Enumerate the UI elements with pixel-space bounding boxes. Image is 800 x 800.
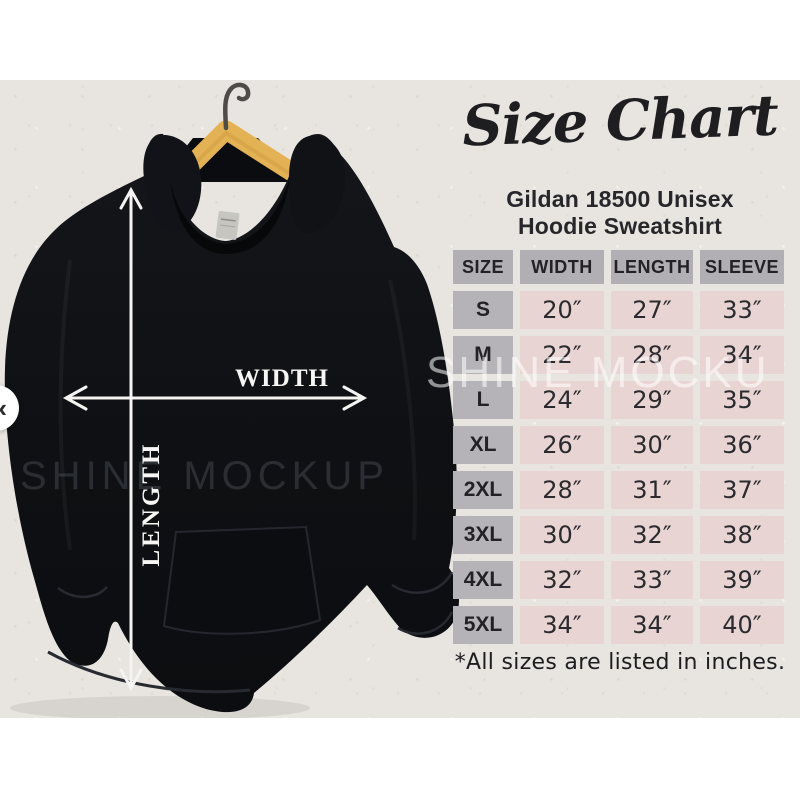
value-cell: 22″ (520, 336, 604, 374)
value-cell: 20″ (520, 291, 604, 329)
hem-seam (47, 650, 251, 694)
value-cell: 32″ (611, 516, 693, 554)
left-cuff-seam (57, 586, 108, 599)
value-cell: 26″ (520, 426, 604, 464)
size-cell: XL (453, 426, 513, 464)
collar-shadow (170, 178, 290, 254)
value-cell: 40″ (700, 606, 784, 644)
value-cell: 27″ (611, 291, 693, 329)
column-header-length: LENGTH (611, 250, 693, 284)
value-cell: 35″ (700, 381, 784, 419)
neck-tag-graphic (215, 210, 240, 240)
hoodie-graphic (4, 133, 459, 713)
sizes-footnote: *All sizes are listed in inches. (454, 650, 786, 675)
value-cell: 31″ (611, 471, 693, 509)
length-arrow (119, 186, 143, 692)
size-cell: S (453, 291, 513, 329)
value-cell: 29″ (611, 381, 693, 419)
value-cell: 33″ (700, 291, 784, 329)
hanger-hook-graphic (222, 82, 251, 131)
floor-shadow (10, 696, 310, 718)
value-cell: 33″ (611, 561, 693, 599)
value-cell: 37″ (700, 471, 784, 509)
value-cell: 28″ (611, 336, 693, 374)
pocket-graphic (162, 525, 322, 635)
value-cell: 34″ (611, 606, 693, 644)
value-cell: 30″ (611, 426, 693, 464)
chevron-left-icon: ‹ (0, 395, 7, 421)
subtitle-line-1: Gildan 18500 Unisex (506, 186, 734, 212)
width-dimension-label: WIDTH (235, 365, 329, 392)
page-title: Size Chart (461, 82, 779, 160)
value-cell: 34″ (520, 606, 604, 644)
product-subtitle: Gildan 18500 Unisex Hoodie Sweatshirt (440, 186, 800, 240)
right-cuff-seam (391, 571, 454, 594)
column-header-width: WIDTH (520, 250, 604, 284)
size-chart-table: SIZE WIDTH LENGTH SLEEVE S 20″ 27″ 33″ M… (453, 250, 784, 644)
value-cell: 36″ (700, 426, 784, 464)
photo-background: SHINE MOCKUP WIDTH LENGTH ‹ Size Chart G… (0, 80, 800, 718)
size-chart-panel: Size Chart Gildan 18500 Unisex Hoodie Sw… (426, 80, 800, 718)
value-cell: 30″ (520, 516, 604, 554)
length-dimension-label: LENGTH (138, 441, 165, 567)
size-cell: 5XL (453, 606, 513, 644)
right-cuff-seam (397, 611, 454, 635)
size-cell: 4XL (453, 561, 513, 599)
hoodie-scene-graphic (4, 82, 459, 718)
fold-line (58, 259, 72, 551)
size-cell: L (453, 381, 513, 419)
value-cell: 32″ (520, 561, 604, 599)
value-cell: 34″ (700, 336, 784, 374)
hood-drape-left (143, 134, 202, 233)
carousel-prev-button[interactable]: ‹ (0, 385, 19, 431)
width-arrow (62, 385, 368, 411)
value-cell: 28″ (520, 471, 604, 509)
size-cell: M (453, 336, 513, 374)
fold-line (388, 279, 417, 541)
value-cell: 39″ (700, 561, 784, 599)
hood-drape-right (288, 135, 346, 234)
column-header-size: SIZE (453, 250, 513, 284)
subtitle-line-2: Hoodie Sweatshirt (517, 213, 723, 239)
column-header-sleeve: SLEEVE (700, 250, 784, 284)
size-cell: 2XL (453, 471, 513, 509)
size-cell: 3XL (453, 516, 513, 554)
value-cell: 24″ (520, 381, 604, 419)
value-cell: 38″ (700, 516, 784, 554)
